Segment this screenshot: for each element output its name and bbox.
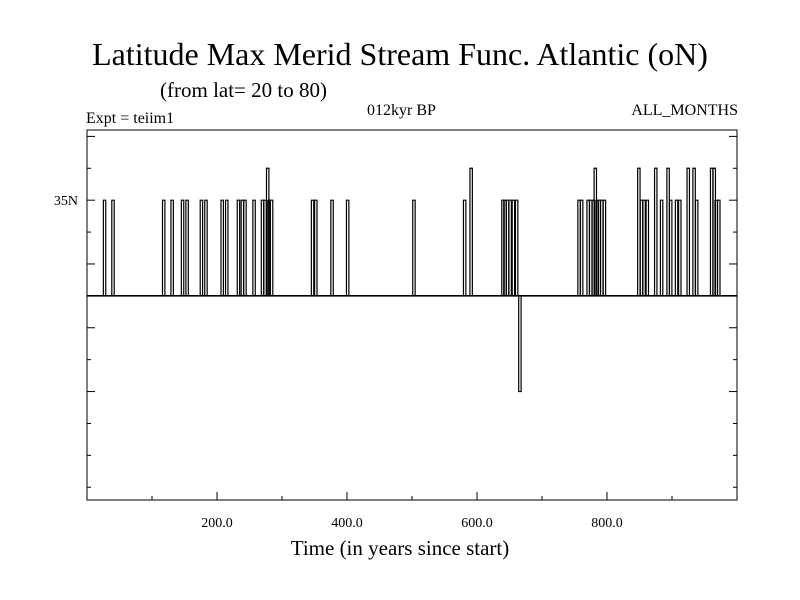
axis-ticks: 200.0 400.0 600.0 800.0 35N bbox=[54, 135, 737, 531]
series-marks bbox=[87, 167, 737, 393]
series-spike bbox=[252, 199, 256, 296]
series-spike bbox=[674, 199, 679, 296]
series-spike bbox=[518, 295, 522, 393]
chart-title: Latitude Max Merid Stream Func. Atlantic… bbox=[92, 36, 708, 72]
series-spike bbox=[314, 199, 318, 296]
series-spike bbox=[412, 199, 416, 296]
experiment-label: Expt = teiim1 bbox=[86, 110, 175, 127]
chart-subtitle: (from lat= 20 to 80) bbox=[160, 78, 327, 102]
series-spike bbox=[508, 199, 512, 296]
x-axis-label: Time (in years since start) bbox=[290, 536, 510, 560]
series-spike bbox=[102, 199, 107, 296]
series-spike bbox=[653, 167, 658, 296]
series-spike bbox=[330, 199, 334, 296]
series-spike bbox=[204, 199, 208, 296]
series-spike bbox=[269, 199, 274, 296]
x-tick-label: 800.0 bbox=[591, 516, 623, 531]
series-spike bbox=[686, 167, 691, 296]
series-spike bbox=[111, 199, 115, 296]
series-spike bbox=[462, 199, 467, 296]
months-label: ALL_MONTHS bbox=[631, 102, 738, 119]
series-spike bbox=[602, 199, 607, 296]
series-spike bbox=[310, 199, 315, 296]
series-spike bbox=[469, 167, 473, 296]
x-tick-label: 400.0 bbox=[331, 516, 363, 531]
series-spike bbox=[180, 199, 185, 296]
series-spike bbox=[717, 199, 721, 296]
series-spike bbox=[243, 199, 247, 296]
series-spike bbox=[170, 199, 174, 296]
series-spike bbox=[659, 199, 664, 296]
series-spike bbox=[199, 199, 204, 296]
series-spike bbox=[642, 199, 646, 296]
series-spike bbox=[678, 199, 682, 296]
series-spike bbox=[579, 199, 584, 296]
series-spike bbox=[265, 167, 270, 296]
series-spike bbox=[345, 199, 350, 296]
series-spike bbox=[220, 199, 224, 296]
series-spike bbox=[185, 199, 189, 296]
series-spike bbox=[514, 199, 519, 296]
y-tick-label: 35N bbox=[54, 194, 78, 209]
series-spike bbox=[511, 199, 516, 296]
series-spike bbox=[224, 199, 229, 296]
series-spike bbox=[668, 199, 673, 296]
series-spike bbox=[161, 199, 166, 296]
series-spike bbox=[645, 199, 650, 296]
series-spike bbox=[694, 199, 699, 296]
x-tick-label: 200.0 bbox=[201, 516, 233, 531]
period-label: 012kyr BP bbox=[367, 102, 436, 119]
series-spike bbox=[236, 199, 241, 296]
x-tick-label: 600.0 bbox=[461, 516, 493, 531]
